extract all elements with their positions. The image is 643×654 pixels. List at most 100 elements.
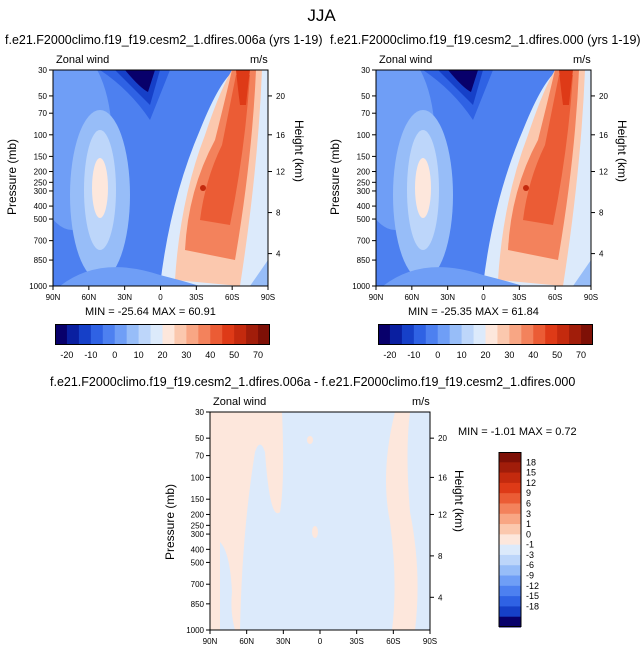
panel3-x-tick-label: 30S <box>350 637 364 646</box>
panel2-colorbar-swatch <box>509 324 522 344</box>
panel3-y-tick-label: 30 <box>195 408 204 417</box>
panel1-minmax: MIN = -25.64 MAX = 60.91 <box>85 306 216 318</box>
panel3-colorbar-swatch <box>499 544 521 556</box>
panel2-ylabel: Pressure (mb) <box>328 138 342 215</box>
panel1-x-tick-label: 0 <box>158 293 163 302</box>
panel1-y-tick-label: 850 <box>34 256 48 265</box>
panel1-x-tick-label: 90N <box>46 293 61 302</box>
panel3-contour <box>307 436 313 444</box>
panel1-variable: Zonal wind <box>56 54 110 66</box>
panel2-y-tick-label: 700 <box>357 237 371 246</box>
panel2-x-tick-label: 30S <box>512 293 526 302</box>
panel2-y-tick-label: 100 <box>357 131 371 140</box>
panel1-y2-tick-label: 20 <box>276 92 285 101</box>
panel1-colorbar-swatch <box>246 324 259 344</box>
panel3-y-tick-label: 700 <box>191 580 205 589</box>
panel2-contour <box>523 185 529 191</box>
panel1-y-tick-label: 700 <box>34 237 48 246</box>
panel3-variable: Zonal wind <box>213 396 267 408</box>
panel1-contour <box>125 70 155 92</box>
panel2-units: m/s <box>573 54 591 66</box>
panel2-contour <box>559 70 573 105</box>
panel1-ylabel: Pressure (mb) <box>5 138 19 215</box>
panel3-colorbar-swatch <box>499 585 521 597</box>
panel2-case-title: f.e21.F2000climo.f19_f19.cesm2_1.dfires.… <box>330 33 641 47</box>
panel3-case-title: f.e21.F2000climo.f19_f19.cesm2_1.dfires.… <box>50 375 576 389</box>
panel3-colorbar-label: -3 <box>526 550 534 560</box>
panel1-contour <box>60 267 200 286</box>
panel2-colorbar-swatch <box>378 324 391 344</box>
panel3-colorbar-swatch <box>499 482 521 494</box>
panel3-colorbar-label: -9 <box>526 571 534 581</box>
panel2-y-tick-label: 300 <box>357 187 371 196</box>
panel1-contour <box>250 260 268 286</box>
panel1-case-title: f.e21.F2000climo.f19_f19.cesm2_1.dfires.… <box>5 33 323 47</box>
panel2-colorbar-swatch <box>533 324 546 344</box>
panel2-colorbar-swatch <box>557 324 570 344</box>
panel3-contour <box>240 412 395 630</box>
panel1-colorbar-swatch <box>234 324 247 344</box>
panel1-y-tick-label: 400 <box>34 202 48 211</box>
panel2-colorbar-label: -20 <box>383 350 396 360</box>
panel3-colorbar-label: -18 <box>526 601 539 611</box>
panel1-colorbar-swatch <box>66 324 80 344</box>
panel2-colorbar-border <box>378 324 593 345</box>
panel3-colorbar-label: -1 <box>526 540 534 550</box>
panel2-contour <box>383 267 523 286</box>
panel3-y2-tick-label: 8 <box>438 552 443 561</box>
panel3-y2-tick-label: 12 <box>438 510 447 519</box>
panel1-colorbar-swatch <box>78 324 92 344</box>
panel1-y-tick-label: 70 <box>38 109 47 118</box>
panel2-colorbar-label: 30 <box>504 350 514 360</box>
panel1-colorbar-swatch <box>90 324 104 344</box>
panel2-colorbar-swatch <box>473 324 486 344</box>
panel1-colorbar-swatch <box>174 324 187 344</box>
panel3-y-tick-label: 200 <box>191 510 205 519</box>
panel1-colorbar-label: 30 <box>181 350 191 360</box>
panel3-colorbar-swatch <box>499 524 521 535</box>
panel3-x-tick-label: 60S <box>386 637 400 646</box>
panel2-y2-tick-label: 16 <box>599 131 608 140</box>
panel1-colorbar-swatch <box>138 324 152 344</box>
panel2-colorbar-label: 0 <box>435 350 440 360</box>
panel3-minmax: MIN = -1.01 MAX = 0.72 <box>458 426 577 438</box>
panel1-y-tick-label: 1000 <box>29 282 47 291</box>
panel3-y-tick-label: 150 <box>191 495 205 504</box>
panel1-y-tick-label: 200 <box>34 168 48 177</box>
panel2-y-tick-label: 400 <box>357 202 371 211</box>
panel2-contour <box>415 158 431 218</box>
panel1-colorbar-swatch <box>114 324 128 344</box>
panel2-colorbar-swatch <box>521 324 534 344</box>
panel1-y-tick-label: 500 <box>34 215 48 224</box>
panel3-colorbar-swatch <box>499 513 521 525</box>
panel2-contour <box>573 260 591 286</box>
panel3-colorbar-label: -15 <box>526 591 539 601</box>
panel1-chart: 90N 60N 30N 0 30S 60S 90S 30 50 70 100 150 200250300… <box>29 66 285 302</box>
panel2-x-tick-label: 30N <box>440 293 455 302</box>
panel2-colorbar-swatch <box>413 324 427 344</box>
panel1-y2-tick-label: 16 <box>276 131 285 140</box>
panel1-y2-tick-label: 8 <box>276 209 281 218</box>
panel1-colorbar-label: -20 <box>60 350 73 360</box>
panel1-colorbar-label: -10 <box>84 350 97 360</box>
panel2-colorbar-swatch <box>389 324 403 344</box>
panel1-contour <box>92 158 108 218</box>
panel3-x-tick-label: 30N <box>276 637 291 646</box>
panel1-y-tick-label: 150 <box>34 152 48 161</box>
panel1-colorbar: -20 -10 0 10 20 30 40 50 70 <box>55 324 270 360</box>
panel3-colorbar-swatch <box>499 596 521 607</box>
panel3-colorbar-label: 9 <box>526 488 531 498</box>
panel1-y-tick-label: 300 <box>34 187 48 196</box>
panel3-y-tick-label: 400 <box>191 545 205 554</box>
panel2-colorbar-swatch <box>497 324 510 344</box>
panel1-colorbar-swatch <box>102 324 116 344</box>
panel3-colorbar-swatch <box>499 503 521 515</box>
panel3-colorbar-swatch <box>499 462 521 474</box>
panel1-colorbar-swatch <box>258 324 270 344</box>
panel1-contour <box>200 185 206 191</box>
panel1-colorbar-swatch <box>186 324 199 344</box>
panel3-colorbar-swatch <box>499 493 521 504</box>
panel3-y-tick-label: 850 <box>191 600 205 609</box>
panel1-colorbar-label: 20 <box>157 350 167 360</box>
